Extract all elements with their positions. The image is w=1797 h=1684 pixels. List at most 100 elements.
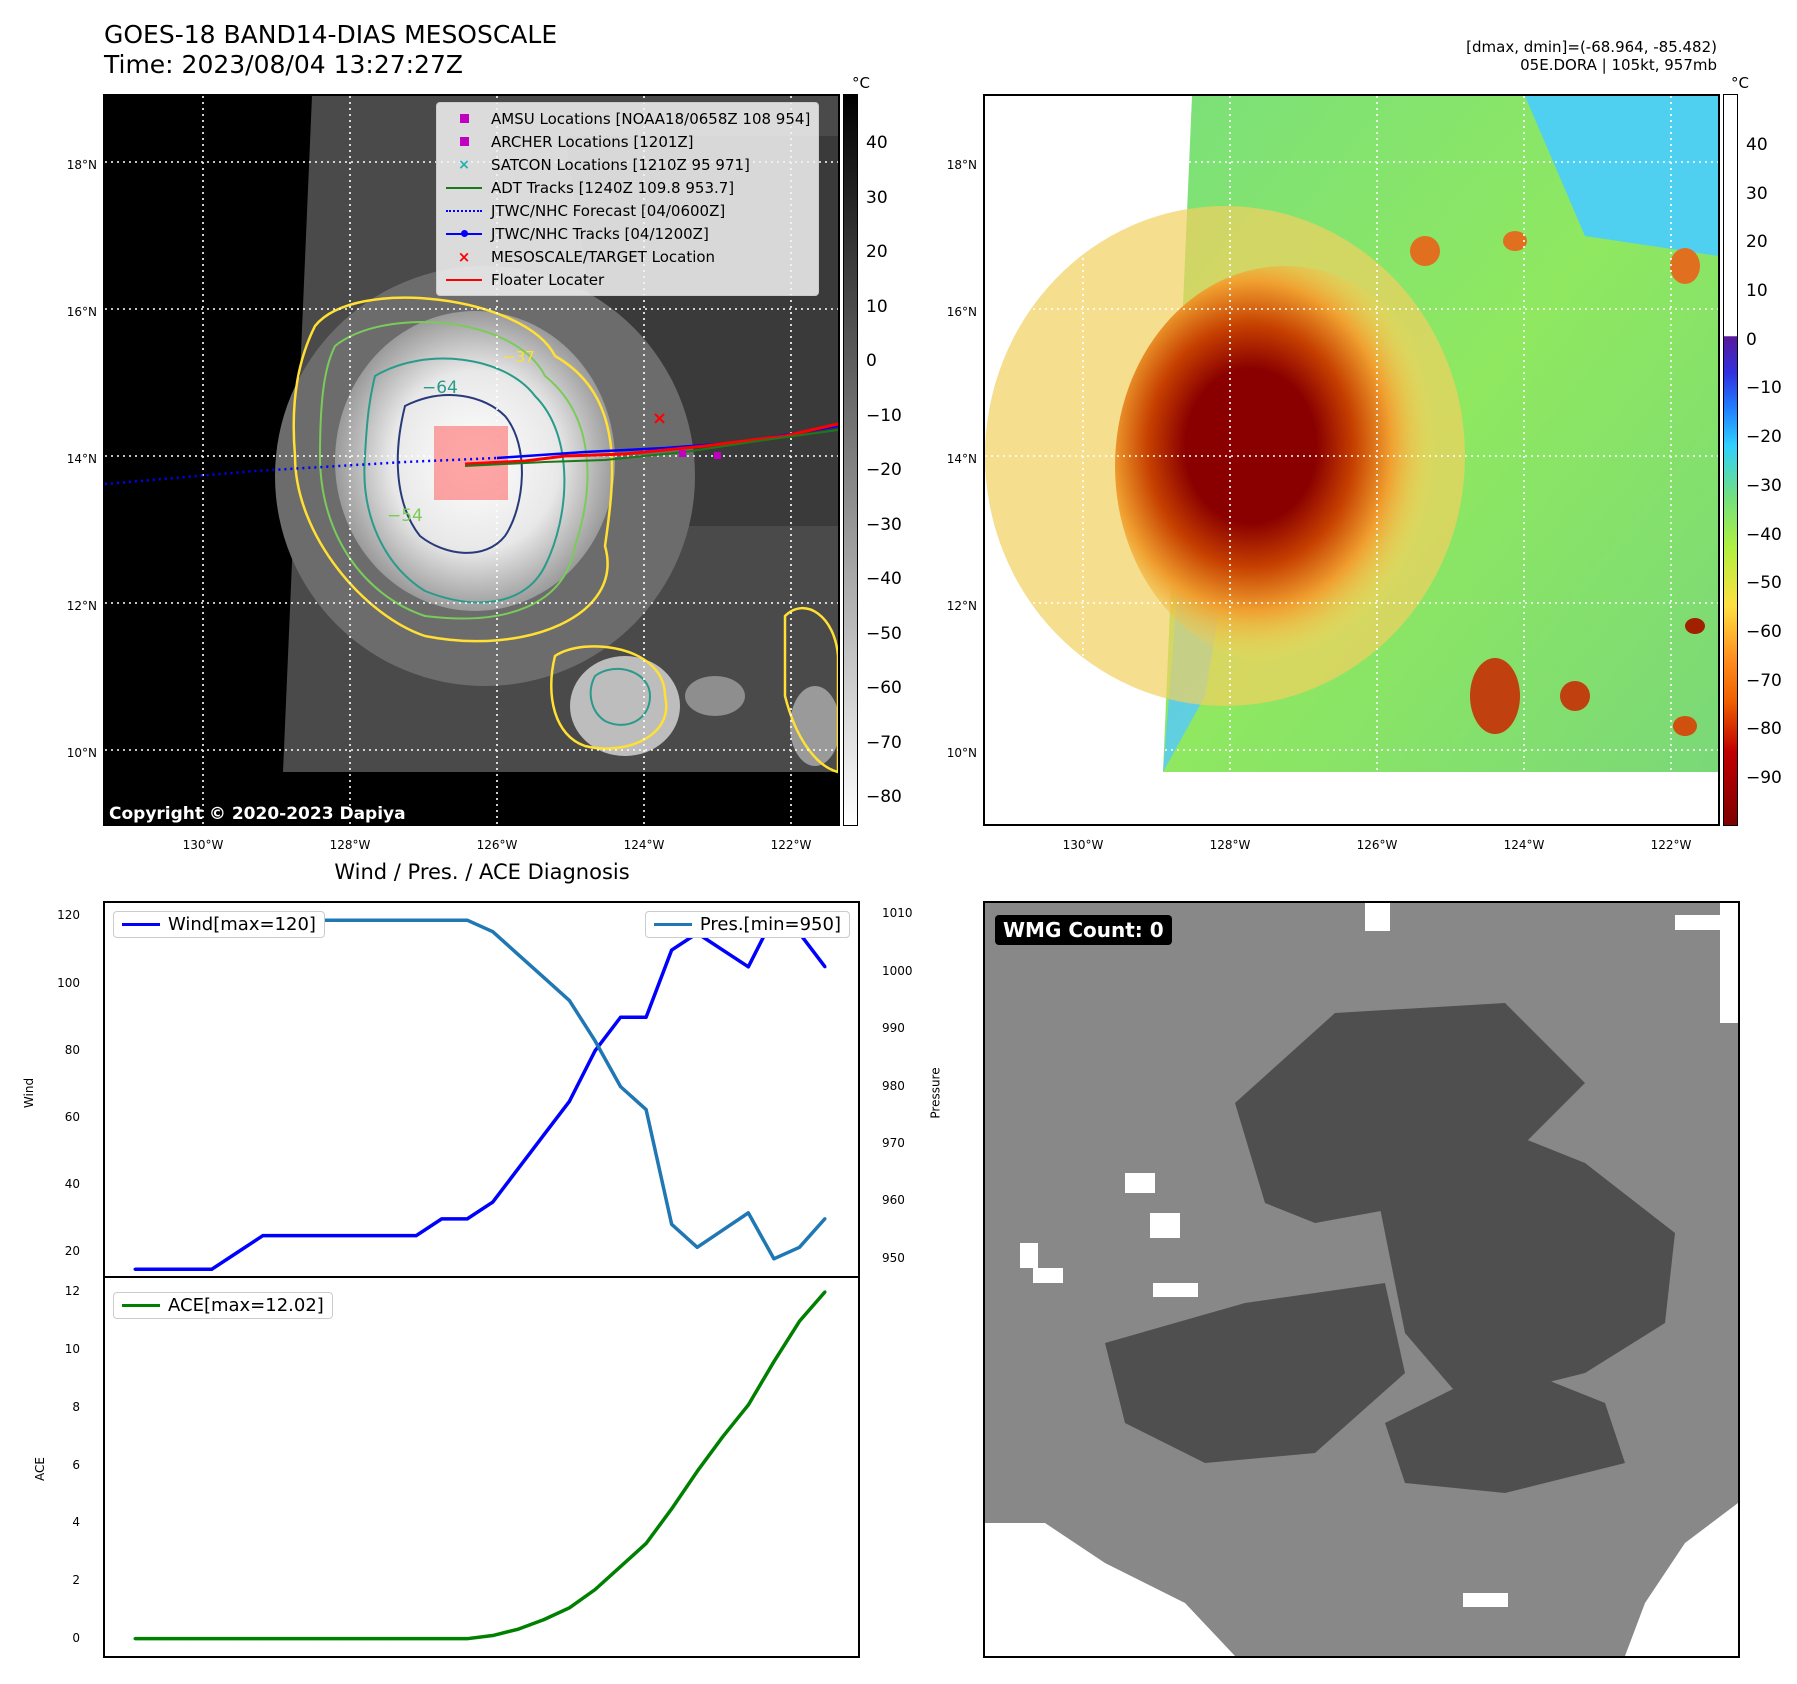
enhanced-colorbar-tick: 30: [1746, 183, 1768, 204]
ace-series-line: [135, 1290, 827, 1641]
wind-data-point: [670, 948, 674, 952]
lon-tick-label: 126°W: [476, 838, 518, 852]
ace-legend: ACE[max=12.02]: [113, 1292, 333, 1319]
lat-tick-label: 10°N: [946, 746, 977, 760]
wind-data-point: [286, 1234, 290, 1238]
lat-tick-label: 18°N: [946, 158, 977, 172]
pressure-data-point: [414, 918, 418, 922]
pressure-data-point: [746, 1211, 750, 1215]
contour-label-64: −64: [422, 378, 458, 398]
pressure-tick-label: 990: [882, 1021, 905, 1036]
lat-tick-label: 18°N: [66, 158, 97, 172]
enhanced-colorbar-tick: 40: [1746, 135, 1768, 155]
lon-tick-label: 122°W: [770, 838, 812, 852]
wind-tick-label: 40: [64, 1177, 80, 1192]
lat-tick-label: 14°N: [66, 452, 97, 466]
ace-tick-label: 6: [72, 1457, 80, 1472]
ace-plot: ACE[max=12.02]: [103, 1276, 860, 1658]
ir-colorbar-tick: 0: [866, 351, 877, 371]
wind-data-point: [337, 1234, 341, 1238]
pressure-axis-label: Pressure: [928, 1067, 943, 1119]
lon-tick-label: 130°W: [1062, 838, 1104, 852]
ace-data-point: [440, 1637, 444, 1641]
target-location-marker: ×: [652, 408, 667, 429]
wind-data-point: [823, 965, 827, 969]
ir-colorbar-tick: −30: [866, 514, 902, 535]
enhanced-colorbar-tick: −80: [1746, 719, 1782, 740]
lat-tick-label: 16°N: [946, 305, 977, 319]
enhanced-colorbar-tick: −30: [1746, 475, 1782, 496]
wmg-panel: WMG Count: 0: [983, 901, 1740, 1658]
pressure-data-point: [619, 1085, 623, 1089]
wind-tick-label: 60: [64, 1110, 80, 1125]
contour-label-54: −54: [387, 506, 423, 526]
enhanced-colorbar-unit: °C: [1731, 74, 1749, 92]
wind-tick-label: 100: [57, 975, 80, 990]
pressure-data-point: [670, 1222, 674, 1226]
wind-data-point: [184, 1267, 188, 1271]
wind-data-point: [235, 1250, 239, 1254]
wind-pres-plot: Wind[max=120] Pres.[min=950]: [103, 901, 860, 1278]
wind-data-point: [644, 1015, 648, 1019]
ace-data-point: [567, 1606, 571, 1610]
pressure-data-point: [797, 1245, 801, 1249]
ace-data-point: [465, 1637, 469, 1641]
lat-tick-label: 14°N: [946, 452, 977, 466]
ir-colorbar-tick: −80: [866, 787, 902, 807]
lon-tick-label: 128°W: [329, 838, 371, 852]
ace-data-point: [797, 1319, 801, 1323]
enhanced-colorbar-tick: −40: [1746, 524, 1782, 545]
ace-data-point: [286, 1637, 290, 1641]
ace-data-point: [746, 1403, 750, 1407]
wind-tick-label: 80: [64, 1042, 80, 1057]
pressure-data-point: [389, 918, 393, 922]
lon-tick-label: 130°W: [182, 838, 224, 852]
x-marker-icon: ×: [458, 156, 470, 173]
dmax-dmin-label: [dmax, dmin]=(-68.964, -85.482): [1466, 38, 1717, 56]
wind-legend: Wind[max=120]: [113, 911, 325, 938]
pressure-data-point: [440, 918, 444, 922]
lon-tick-label: 124°W: [623, 838, 665, 852]
ace-data-point: [542, 1618, 546, 1622]
wmg-count-label: WMG Count: 0: [995, 915, 1172, 945]
figure-title: GOES-18 BAND14-DIAS MESOSCALE: [104, 20, 558, 49]
pressure-data-point: [721, 1228, 725, 1232]
pressure-data-point: [823, 1217, 827, 1221]
wind-data-point: [593, 1049, 597, 1053]
ir-colorbar-tick: −70: [866, 732, 902, 753]
ace-data-point: [644, 1541, 648, 1545]
lon-tick-label: 128°W: [1209, 838, 1251, 852]
wind-data-point: [363, 1234, 367, 1238]
wind-data-point: [389, 1234, 393, 1238]
wind-data-point: [721, 948, 725, 952]
pressure-data-point: [695, 1245, 699, 1249]
ace-tick-label: 4: [72, 1515, 80, 1530]
ace-data-point: [823, 1290, 827, 1294]
enhanced-colorbar-tick: −70: [1746, 670, 1782, 691]
ace-data-point: [210, 1637, 214, 1641]
ace-data-point: [363, 1637, 367, 1641]
lat-tick-label: 12°N: [946, 599, 977, 613]
ace-data-point: [159, 1637, 163, 1641]
pressure-data-point: [465, 918, 469, 922]
pressure-tick-label: 960: [882, 1193, 905, 1208]
ir-colorbar-unit: °C: [852, 74, 870, 92]
pressure-tick-label: 1000: [882, 963, 913, 978]
wind-data-point: [261, 1234, 265, 1238]
ace-axis-label: ACE: [32, 1457, 47, 1481]
line-dot-icon: [445, 230, 483, 237]
line-icon: [122, 1304, 160, 1307]
ace-data-point: [235, 1637, 239, 1641]
pressure-tick-label: 980: [882, 1078, 905, 1093]
pressure-data-point: [516, 953, 520, 957]
ir-colorbar-tick: 40: [866, 133, 888, 153]
storm-info-label: 05E.DORA | 105kt, 957mb: [1520, 56, 1717, 74]
square-marker-icon: [445, 137, 483, 146]
wind-data-point: [210, 1267, 214, 1271]
wind-tick-label: 120: [57, 908, 80, 923]
lat-tick-label: 10°N: [66, 746, 97, 760]
enhanced-colorbar-tick: −60: [1746, 621, 1782, 642]
copyright-label: Copyright © 2020-2023 Dapiya: [109, 804, 406, 824]
wind-data-point: [491, 1200, 495, 1204]
ace-tick-label: 8: [72, 1399, 80, 1414]
